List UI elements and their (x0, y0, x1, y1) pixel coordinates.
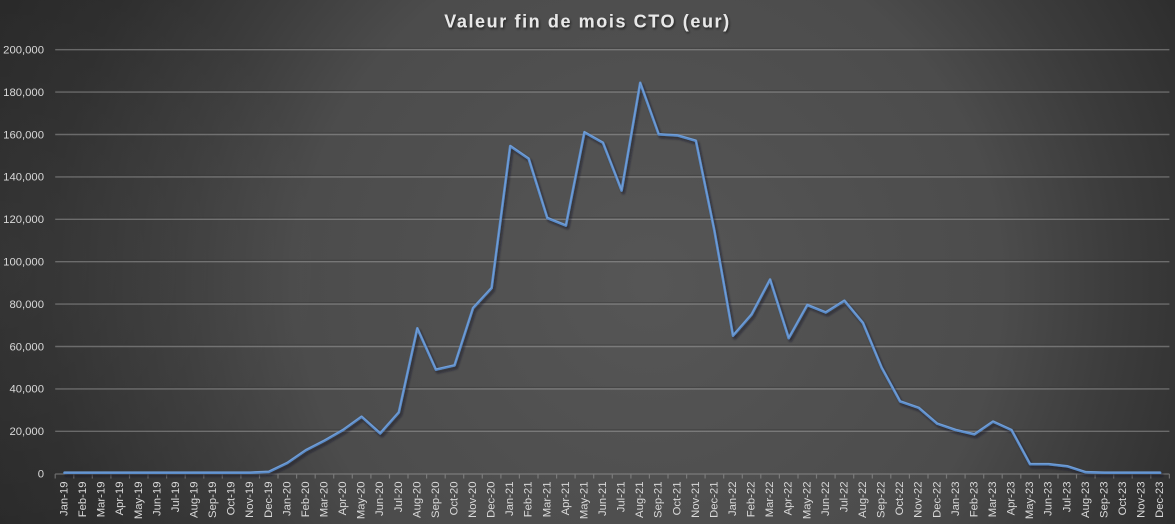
svg-text:Apr-23: Apr-23 (1005, 482, 1017, 516)
svg-text:Oct-20: Oct-20 (448, 482, 460, 516)
svg-text:Jun-23: Jun-23 (1043, 482, 1055, 517)
svg-text:Sep-19: Sep-19 (207, 482, 219, 518)
svg-text:Sep-20: Sep-20 (430, 482, 442, 518)
svg-text:Nov-21: Nov-21 (690, 482, 702, 518)
svg-text:Jun-21: Jun-21 (597, 482, 609, 517)
svg-text:Apr-19: Apr-19 (114, 482, 126, 516)
svg-text:May-21: May-21 (578, 482, 590, 520)
svg-text:Jan-23: Jan-23 (950, 482, 962, 517)
svg-text:May-23: May-23 (1024, 482, 1036, 520)
svg-text:Nov-19: Nov-19 (244, 482, 256, 518)
svg-text:Oct-21: Oct-21 (671, 482, 683, 516)
svg-text:Jun-22: Jun-22 (820, 482, 832, 517)
svg-text:Dec-23: Dec-23 (1154, 482, 1166, 518)
svg-text:Sep-21: Sep-21 (653, 482, 665, 518)
svg-text:Mar-23: Mar-23 (987, 482, 999, 518)
svg-text:Oct-19: Oct-19 (226, 482, 238, 516)
svg-text:Jun-19: Jun-19 (151, 482, 163, 517)
svg-text:Nov-23: Nov-23 (1135, 482, 1147, 518)
svg-text:40,000: 40,000 (9, 384, 44, 396)
svg-text:80,000: 80,000 (9, 299, 44, 311)
svg-text:Jul-20: Jul-20 (393, 482, 405, 513)
svg-text:Aug-21: Aug-21 (634, 482, 646, 518)
svg-text:Feb-23: Feb-23 (968, 482, 980, 518)
svg-text:Nov-20: Nov-20 (467, 482, 479, 518)
svg-text:Mar-20: Mar-20 (318, 482, 330, 518)
svg-text:Jun-20: Jun-20 (374, 482, 386, 517)
svg-text:Mar-19: Mar-19 (96, 482, 108, 518)
svg-text:Feb-22: Feb-22 (746, 482, 758, 518)
svg-text:160,000: 160,000 (3, 129, 44, 141)
svg-text:140,000: 140,000 (3, 172, 44, 184)
svg-text:May-19: May-19 (133, 482, 145, 520)
svg-text:Aug-22: Aug-22 (857, 482, 869, 518)
svg-text:Jul-21: Jul-21 (616, 482, 628, 513)
svg-text:Aug-23: Aug-23 (1080, 482, 1092, 518)
svg-text:Dec-20: Dec-20 (486, 482, 498, 518)
svg-text:100,000: 100,000 (3, 257, 44, 269)
svg-text:Apr-22: Apr-22 (783, 482, 795, 516)
svg-text:Apr-21: Apr-21 (560, 482, 572, 516)
svg-text:Nov-22: Nov-22 (913, 482, 925, 518)
svg-text:Dec-22: Dec-22 (931, 482, 943, 518)
svg-text:Sep-23: Sep-23 (1098, 482, 1110, 518)
svg-text:Mar-21: Mar-21 (541, 482, 553, 518)
svg-text:Valeur fin de mois CTO (eur): Valeur fin de mois CTO (eur) (444, 12, 731, 32)
svg-text:Dec-19: Dec-19 (263, 482, 275, 518)
svg-text:0: 0 (38, 469, 44, 481)
svg-text:May-22: May-22 (801, 482, 813, 520)
svg-text:May-20: May-20 (356, 482, 368, 520)
svg-text:Sep-22: Sep-22 (876, 482, 888, 518)
svg-text:Jul-22: Jul-22 (838, 482, 850, 513)
svg-text:Jan-20: Jan-20 (281, 482, 293, 517)
svg-text:Feb-19: Feb-19 (77, 482, 89, 518)
svg-text:Feb-21: Feb-21 (523, 482, 535, 518)
svg-text:Mar-22: Mar-22 (764, 482, 776, 518)
svg-text:Jan-21: Jan-21 (504, 482, 516, 517)
svg-text:Apr-20: Apr-20 (337, 482, 349, 516)
svg-text:Aug-19: Aug-19 (188, 482, 200, 518)
svg-text:Jul-23: Jul-23 (1061, 482, 1073, 513)
svg-text:Aug-20: Aug-20 (411, 482, 423, 518)
svg-text:Jan-22: Jan-22 (727, 482, 739, 517)
svg-text:Oct-22: Oct-22 (894, 482, 906, 516)
svg-text:200,000: 200,000 (3, 45, 44, 57)
svg-text:Jan-19: Jan-19 (58, 482, 70, 517)
svg-text:120,000: 120,000 (3, 214, 44, 226)
svg-text:20,000: 20,000 (9, 426, 44, 438)
svg-text:180,000: 180,000 (3, 87, 44, 99)
svg-text:Feb-20: Feb-20 (300, 482, 312, 518)
svg-text:Oct-23: Oct-23 (1117, 482, 1129, 516)
svg-text:Dec-21: Dec-21 (708, 482, 720, 518)
svg-text:60,000: 60,000 (9, 341, 44, 353)
svg-text:Jul-19: Jul-19 (170, 482, 182, 513)
